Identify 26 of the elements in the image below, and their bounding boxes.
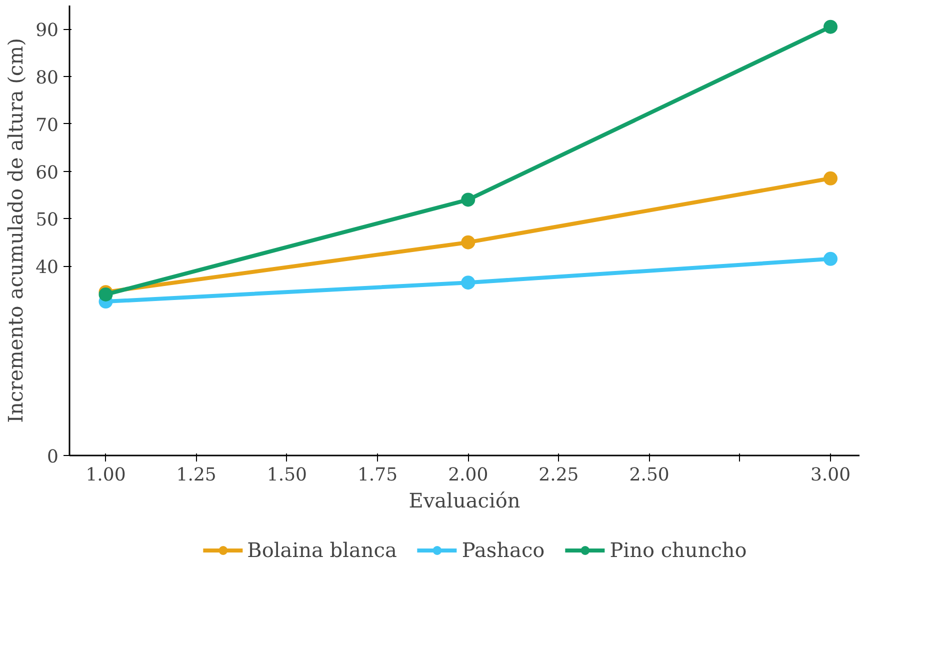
y-tick-label: 0 (47, 446, 58, 468)
y-tick-label: 60 (36, 162, 58, 184)
point (824, 252, 838, 266)
x-tick-label: 1.00 (86, 464, 126, 486)
x-tick-label: 1.25 (176, 464, 216, 486)
x-tick-label: 2.00 (448, 464, 488, 486)
y-tick-label: 40 (36, 257, 58, 278)
y-tick-label: 80 (36, 68, 58, 89)
y-tick-label: 50 (36, 210, 58, 231)
x-tick-label: 2.50 (629, 464, 670, 486)
legend-label: Pashaco (462, 538, 545, 562)
legend-label: Bolaina blanca (247, 538, 397, 562)
x-tick-label: 3.00 (810, 464, 851, 486)
x-tick-label: 1.50 (266, 464, 307, 486)
x-axis-title: Evaluación (408, 488, 520, 512)
point (461, 235, 476, 250)
point (461, 192, 476, 207)
x-tick-label: 1.75 (357, 464, 398, 486)
x-tick-label: 2.25 (538, 464, 579, 486)
point (824, 171, 838, 186)
y-tick-label: 90 (36, 20, 58, 42)
legend-label: Pino chuncho (610, 538, 747, 562)
point (461, 276, 476, 290)
y-axis-title: Incremento acumulado de altura (cm) (4, 38, 28, 423)
y-tick-label: 70 (36, 114, 58, 136)
point (824, 20, 838, 34)
